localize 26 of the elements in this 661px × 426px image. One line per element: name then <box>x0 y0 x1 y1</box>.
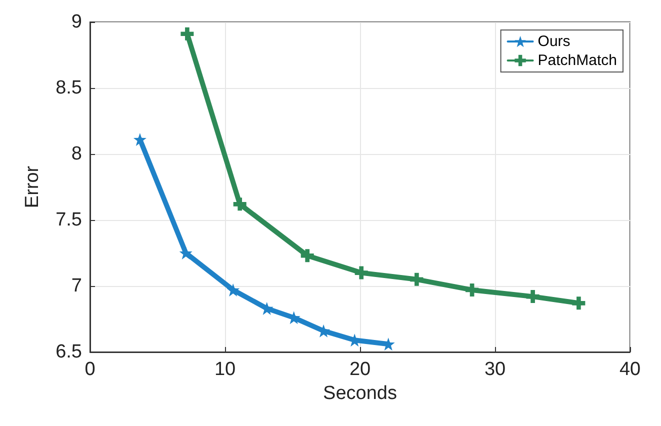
y-tick-label: 6.5 <box>56 342 82 362</box>
point <box>466 283 479 296</box>
x-tick-label: 30 <box>484 359 506 380</box>
point <box>410 272 424 286</box>
point <box>179 246 192 260</box>
x-tick-label: 40 <box>619 359 641 380</box>
x-tick-label: 10 <box>214 359 236 380</box>
point <box>180 27 194 40</box>
x-axis-title: Seconds <box>323 383 397 404</box>
point <box>233 198 246 211</box>
y-tick-label: 8 <box>71 144 82 164</box>
y-tick-label: 7.5 <box>56 210 82 230</box>
y-tick-label: 7 <box>71 276 82 296</box>
point <box>300 249 314 262</box>
legend-label: PatchMatch <box>538 52 618 69</box>
y-axis-title: Error <box>22 165 43 208</box>
point <box>572 296 586 310</box>
x-tick-label: 20 <box>349 359 371 380</box>
x-tick-label: 0 <box>84 359 96 380</box>
y-tick-label: 9 <box>71 12 82 32</box>
y-tick-label: 8.5 <box>56 78 82 98</box>
legend-label: Ours <box>538 33 570 50</box>
point <box>133 132 146 146</box>
point <box>526 290 540 304</box>
point <box>226 283 240 296</box>
point <box>354 266 368 280</box>
